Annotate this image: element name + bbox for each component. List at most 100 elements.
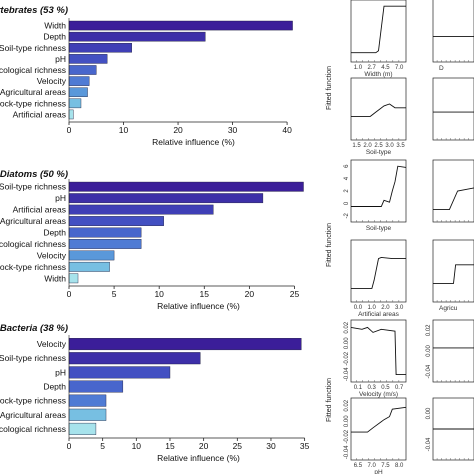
mini-x-axis-label: Width (m) (364, 71, 392, 78)
category-label: Depth (43, 228, 66, 238)
mini-x-tick-label: 1.0 (354, 65, 363, 71)
y-axis-label: Fitted function (326, 223, 333, 267)
fitted-curve (351, 5, 406, 54)
x-tick-label: 30 (228, 125, 238, 135)
bar (68, 261, 110, 272)
fitted-curve (433, 264, 474, 284)
x-tick-label: 20 (173, 125, 183, 135)
mini-x-tick-label: 0.0 (354, 305, 363, 311)
mini-x-tick-label: 2.5 (374, 143, 383, 149)
bar (68, 65, 97, 75)
bar (68, 239, 142, 249)
mini-x-axis-label: Velocity (m/s) (359, 391, 398, 398)
mini-y-tick-label: 0.02 (426, 324, 432, 336)
bar (68, 109, 74, 120)
plot-frame (350, 0, 407, 63)
x-tick-label: 35 (300, 441, 310, 451)
bar (68, 273, 79, 284)
x-tick-label: 10 (119, 125, 129, 135)
mini-y-tick-label: 0.00 (426, 345, 432, 357)
partial-dependence-plots: Fitted function Fitted function Fitted fun… (326, 0, 474, 474)
partial-plot-4 (432, 77, 474, 141)
bar (68, 250, 115, 261)
x-tick-label: 0 (67, 289, 72, 299)
x-tick-label: 5 (112, 289, 117, 299)
category-label: Artificial areas (13, 109, 66, 119)
category-label: Width (44, 273, 66, 283)
category-label: Rock-type richness (0, 262, 66, 272)
mini-y-tick-label: 4 (344, 176, 350, 180)
category-label: pH (55, 193, 66, 203)
category-label: pH (55, 367, 66, 377)
x-tick-label: 0 (67, 441, 72, 451)
category-label: Soil-type richness (0, 43, 66, 53)
category-label: Rock-type richness (0, 98, 66, 108)
bar (68, 216, 164, 226)
mini-y-tick-label: -2 (344, 212, 350, 218)
category-label: Velocity (37, 76, 67, 86)
mini-x-tick-label: 2.0 (381, 305, 390, 311)
fitted-curve (351, 103, 406, 117)
bar (68, 408, 107, 421)
mini-y-tick-label: -0.02 (344, 429, 350, 443)
x-tick-label: 25 (233, 441, 243, 451)
mini-x-tick-label: 1.5 (352, 143, 361, 149)
partial-plot-12: -0.04 0.00 (426, 397, 474, 461)
category-label: Depth (43, 32, 66, 42)
plot-frame (432, 159, 474, 223)
x-tick-label: 20 (245, 289, 255, 299)
mini-y-tick-label: 0.02 (344, 321, 350, 333)
category-label: Agricultural areas (0, 87, 66, 97)
partial-plot-8: Agricu (432, 239, 474, 312)
mini-x-tick-label: 3.0 (395, 305, 404, 311)
mini-y-tick-label: 0.02 (344, 399, 350, 411)
mini-x-tick-label: 0.5 (381, 385, 390, 391)
mini-y-tick-label: 0 (344, 201, 350, 205)
x-tick-label: 40 (282, 125, 292, 135)
mini-y-tick-label: -0.04 (426, 364, 432, 378)
bar (68, 227, 142, 238)
chart-title: Diatoms (50 %) (0, 169, 68, 180)
x-tick-label: 15 (200, 289, 210, 299)
y-axis-label: Fitted function (326, 378, 333, 422)
partial-plot-5: Soil-type -2 0 2 4 6 (344, 159, 407, 232)
x-tick-label: 5 (100, 441, 105, 451)
mini-x-tick-label: 7.0 (367, 463, 376, 469)
mini-x-tick-label: 2.0 (363, 143, 372, 149)
bar (68, 193, 264, 204)
bar (68, 76, 90, 86)
x-axis-label: Relative influence (%) (157, 453, 240, 463)
x-tick-label: 0 (67, 125, 72, 135)
mini-y-tick-label: -0.02 (344, 351, 350, 365)
fitted-curve (351, 256, 406, 289)
mini-x-tick-label: 0.3 (367, 385, 376, 391)
category-label: pH (55, 54, 66, 64)
plot-frame (432, 319, 474, 383)
mini-y-tick-label: -0.04 (344, 367, 350, 381)
mini-x-tick-label: 3.0 (385, 143, 394, 149)
mini-x-axis-label: Soil-type (366, 225, 392, 232)
category-label: Velocity (37, 250, 67, 260)
y-axis-label: Fitted function (326, 66, 333, 110)
mini-x-tick-label: 8.0 (395, 463, 404, 469)
bar (68, 366, 171, 379)
mini-x-axis-label: pH (374, 469, 383, 474)
x-tick-label: 15 (165, 441, 175, 451)
partial-plot-6 (432, 159, 474, 223)
bar (68, 181, 304, 192)
mini-x-tick-label: 3.5 (396, 143, 405, 149)
category-label: Agricultural areas (0, 410, 66, 420)
category-label: Ecological richness (0, 424, 66, 434)
mini-x-tick-label: 6.5 (354, 463, 363, 469)
category-label: Ecological richness (0, 65, 66, 75)
mini-y-tick-label: 0.00 (426, 407, 432, 419)
plot-frame (432, 77, 474, 141)
bar-chart-3: Bacteria (38 %) Velocity Soil-type richnes… (0, 323, 310, 463)
fitted-curve (433, 187, 474, 211)
bar (68, 422, 97, 435)
plot-frame (350, 319, 407, 383)
